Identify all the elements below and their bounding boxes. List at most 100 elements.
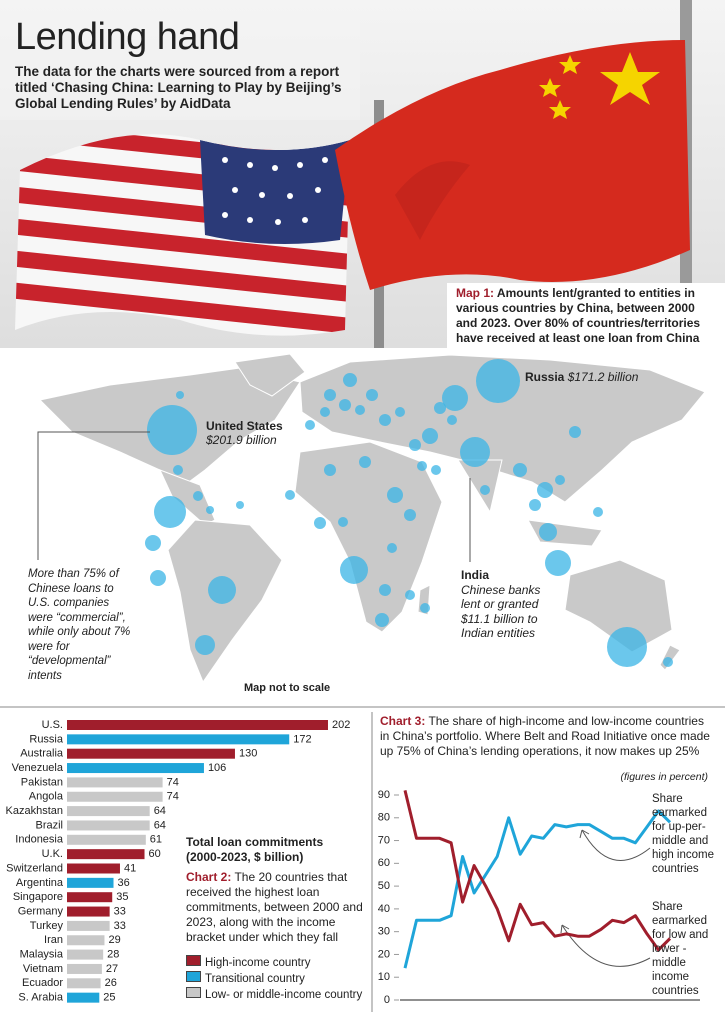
value-label: 29 <box>108 934 120 946</box>
map-bubble <box>379 584 391 596</box>
map-bubble <box>593 507 603 517</box>
map-bubble <box>422 428 438 444</box>
map-bubble <box>145 535 161 551</box>
bar <box>67 806 150 817</box>
map-bubble <box>195 635 215 655</box>
map-bubble <box>460 437 490 467</box>
bar <box>67 748 235 759</box>
value-label: 130 <box>239 748 257 760</box>
map-bubble <box>305 420 315 430</box>
map-bubble <box>343 373 357 387</box>
legend-swatch <box>186 987 201 998</box>
bar <box>67 720 328 730</box>
map-bubble <box>285 490 295 500</box>
map-bubble <box>417 461 427 471</box>
map-bubble <box>405 590 415 600</box>
value-label: 106 <box>208 762 226 774</box>
bar <box>67 949 104 960</box>
bar <box>67 892 113 903</box>
map-bubble <box>537 482 553 498</box>
category-label: Venezuela <box>12 762 64 774</box>
category-label: S. Arabia <box>18 992 64 1004</box>
map-bubble <box>569 426 581 438</box>
bar <box>67 849 145 860</box>
category-label: Vietnam <box>23 963 63 975</box>
category-label: Germany <box>18 905 64 917</box>
y-tick-label: 60 <box>378 857 390 869</box>
bar <box>67 734 290 745</box>
map-bubble <box>442 385 468 411</box>
category-label: Kazakhstan <box>6 805 63 817</box>
annotation-value: $171.2 billion <box>567 370 639 384</box>
series-label: Share earmarked for up-per-middle and hi… <box>652 793 715 875</box>
y-tick-label: 10 <box>378 971 390 983</box>
map-bubble <box>193 491 203 501</box>
chart2-text: The 20 countries that received the highe… <box>186 870 363 944</box>
value-label: 41 <box>124 862 136 874</box>
map-bubble <box>173 465 183 475</box>
line-series <box>403 809 672 969</box>
chart3-text: The share of high-income and low-income … <box>380 714 710 758</box>
map-bubble <box>176 391 184 399</box>
us-note: More than 75% of Chinese loans to U.S. c… <box>28 568 131 682</box>
map-bubble <box>375 613 389 627</box>
category-label: Indonesia <box>15 834 64 846</box>
unit-note: (figures in percent) <box>620 771 708 783</box>
map-bubble <box>513 463 527 477</box>
category-label: Turkey <box>30 920 64 932</box>
value-label: 36 <box>118 877 130 889</box>
legend-label: Low- or middle-income country <box>205 989 363 1001</box>
legend-swatch <box>186 971 201 982</box>
value-label: 27 <box>106 963 118 975</box>
value-label: 64 <box>154 819 166 831</box>
bar <box>67 863 120 874</box>
legend-label: Transitional country <box>205 973 305 985</box>
value-label: 25 <box>103 992 115 1004</box>
y-tick-label: 70 <box>378 834 390 846</box>
bar <box>67 935 105 946</box>
annotation-name: United States <box>206 419 283 433</box>
value-label: 33 <box>114 920 126 932</box>
map-caption: Map 1: Amounts lent/granted to entities … <box>456 286 718 346</box>
category-label: Australia <box>20 748 64 760</box>
y-tick-label: 50 <box>378 880 390 892</box>
map-bubble <box>236 501 244 509</box>
annotation-value: $201.9 billion <box>206 433 277 447</box>
map-bubble <box>404 509 416 521</box>
bar <box>67 877 114 888</box>
value-label: 172 <box>293 733 311 745</box>
map-bubble <box>387 543 397 553</box>
map-bubble <box>395 407 405 417</box>
category-label: Singapore <box>13 891 63 903</box>
map-bubble <box>431 465 441 475</box>
y-tick-label: 0 <box>384 994 390 1006</box>
legend-item: High-income country <box>186 955 362 971</box>
map-label: Map 1: <box>456 286 495 300</box>
value-label: 202 <box>332 719 350 731</box>
map-bubble <box>434 402 446 414</box>
page-title: Lending hand <box>15 16 240 58</box>
map-bubble <box>324 464 336 476</box>
us-label: United States $201.9 billion <box>206 419 296 447</box>
annotation-name: Russia <box>525 370 565 384</box>
map-bubble <box>539 523 557 541</box>
bar <box>67 777 163 788</box>
map-bubble <box>359 456 371 468</box>
value-label: 74 <box>167 776 179 788</box>
category-label: U.K. <box>42 848 63 860</box>
russia-label: Russia $171.2 billion <box>525 370 638 384</box>
chart2-label: Chart 2: <box>186 870 232 884</box>
bar <box>67 820 150 831</box>
bar <box>67 978 101 989</box>
legend-item: Transitional country <box>186 971 362 987</box>
legend-swatch <box>186 955 201 966</box>
value-label: 33 <box>114 905 126 917</box>
bar <box>67 920 110 931</box>
y-tick-label: 90 <box>378 789 390 801</box>
chart3-label: Chart 3: <box>380 714 426 728</box>
category-label: Pakistan <box>21 776 63 788</box>
map-bubble <box>476 359 520 403</box>
map-bubble <box>607 627 647 667</box>
category-label: Brazil <box>35 819 63 831</box>
